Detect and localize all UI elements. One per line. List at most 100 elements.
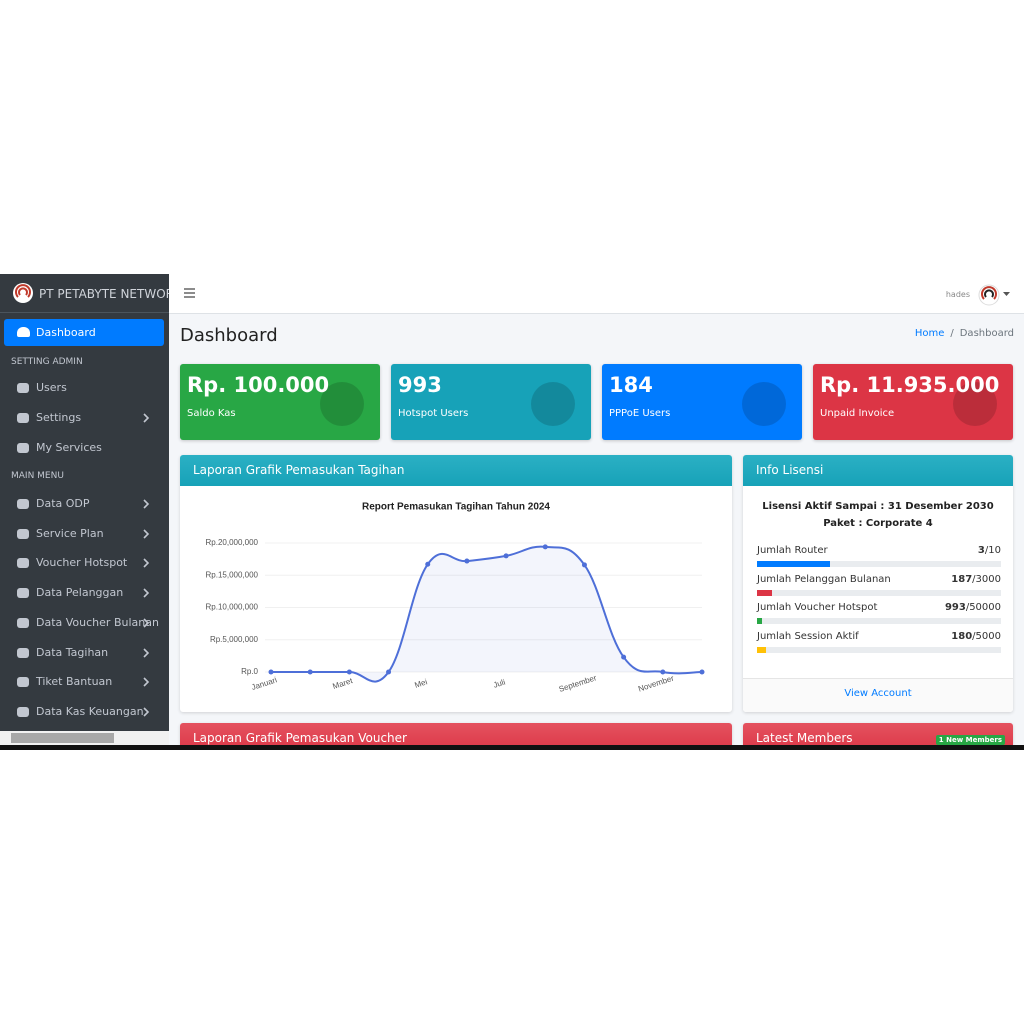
point: [386, 669, 392, 675]
sidebar: PT PETABYTE NETWORK Dashboard SETTING AD…: [0, 274, 182, 745]
chevron-line: [143, 558, 150, 568]
x-tick-label: Juli: [492, 677, 506, 689]
chevron: [143, 707, 150, 717]
usage-row: Jumlah Session Aktif 180/5000: [757, 631, 1001, 655]
breadcrumb-link[interactable]: Home: [914, 328, 945, 339]
usage-value: 993: [944, 602, 966, 614]
point: [699, 669, 705, 675]
panel-header: Info Lisensi: [743, 455, 1013, 486]
usage-max: 3000: [975, 573, 1001, 585]
usage-max: 10: [988, 545, 1001, 556]
point: [503, 553, 509, 559]
point: [425, 561, 431, 567]
stat-card: 184 PPPoE Users: [602, 364, 802, 440]
chart: Report Pemasukan Tagihan Tahun 2024 Rp.0…: [206, 502, 705, 694]
nav-item[interactable]: Tiket Bantuan: [36, 675, 113, 689]
user-avatar[interactable]: [978, 284, 1000, 306]
point: [542, 544, 548, 550]
chart-title: Report Pemasukan Tagihan Tahun 2024: [362, 502, 550, 513]
view-account-link[interactable]: View Account: [844, 688, 912, 699]
nav-item[interactable]: Voucher Hotspot: [36, 556, 128, 570]
license-expiry: Lisensi Aktif Sampai : 31 Desember 2030: [762, 501, 994, 512]
usage-label: Jumlah Voucher Hotspot: [757, 602, 878, 614]
nav-item[interactable]: Data ODP: [36, 497, 90, 510]
chevron: [143, 618, 150, 628]
x-tick-label: Maret: [331, 676, 354, 691]
card-icon: [742, 382, 786, 426]
point: [621, 654, 627, 660]
x-tick-label: September: [558, 673, 598, 694]
nav-active[interactable]: Dashboard: [4, 319, 164, 346]
scrollbar-edge: [0, 745, 1024, 750]
usage-row: Jumlah Pelanggan Bulanan 187/3000: [757, 574, 1001, 598]
icon-shape: [742, 382, 786, 426]
stat-value: Rp. 11.935.000: [820, 373, 1000, 397]
stat-label: PPPoE Users: [609, 408, 671, 419]
usage-value: 180: [951, 631, 973, 643]
nav-item[interactable]: Settings: [36, 411, 82, 424]
usage-track: [757, 561, 1001, 567]
point: [268, 669, 274, 675]
license-panel: Info Lisensi Lisensi Aktif Sampai : 31 D…: [743, 455, 1013, 712]
usage-bar: [757, 561, 831, 567]
card-icon: [953, 382, 997, 426]
chevron: [143, 647, 150, 658]
x-tick-label: November: [637, 674, 675, 694]
stat-value: 184: [609, 373, 653, 397]
stat-card: Rp. 11.935.000 Unpaid Invoice: [813, 364, 1013, 440]
x-tick-label: Mei: [413, 677, 428, 690]
menu-toggle[interactable]: [184, 288, 196, 298]
icon-shape: [531, 382, 575, 426]
usage-value: 187: [951, 573, 973, 585]
card-icon: [320, 382, 364, 426]
usage-count: 180/5000: [951, 631, 1001, 643]
badge: 1 New Members: [935, 735, 1005, 745]
chevron-line: [143, 647, 150, 658]
nav-label[interactable]: Dashboard: [36, 326, 96, 339]
area: [271, 546, 702, 682]
stat-card: 993 Hotspot Users: [391, 364, 591, 440]
chevron-line: [143, 499, 150, 509]
usage-track: [757, 647, 1001, 654]
breadcrumb: Home / Dashboard: [914, 328, 1014, 339]
y-tick-label: Rp.5,000,000: [210, 635, 259, 644]
chevron: [143, 413, 150, 423]
stat-label: Unpaid Invoice: [820, 408, 895, 419]
stat-value: Rp. 100.000: [187, 373, 330, 397]
point: [307, 669, 313, 675]
usage-count: 3/10: [977, 545, 1001, 556]
nav-item[interactable]: Users: [36, 381, 67, 394]
section-title: SETTING ADMIN: [11, 357, 83, 367]
nav-item[interactable]: Data Tagihan: [36, 645, 109, 659]
chevron-line: [143, 529, 150, 539]
stat-label: Hotspot Users: [398, 408, 469, 419]
user-name[interactable]: hades: [945, 290, 970, 299]
point: [346, 669, 352, 675]
section-title: MAIN MENU: [11, 471, 64, 481]
panel-header: Laporan Grafik Pemasukan Tagihan: [180, 455, 732, 486]
chevron: [143, 677, 150, 687]
usage-track: [757, 589, 1001, 596]
nav-item[interactable]: Data Pelanggan: [36, 586, 124, 600]
usage-bar: [757, 589, 773, 596]
nav-item[interactable]: My Services: [36, 441, 102, 454]
chevron: [143, 529, 150, 539]
point: [464, 558, 470, 564]
icon-shape: [320, 382, 364, 426]
usage-max: 5000: [975, 631, 1001, 643]
chevron: [143, 499, 150, 509]
page-title: Dashboard: [180, 325, 278, 346]
usage-bar: [757, 647, 766, 654]
nav-item[interactable]: Data Voucher Bulanan: [36, 615, 159, 629]
chevron: [143, 588, 150, 598]
chevron-line: [143, 618, 150, 628]
chevron-line: [143, 588, 150, 598]
revenue-panel: Laporan Grafik Pemasukan Tagihan Report …: [180, 455, 732, 712]
point: [660, 669, 666, 675]
nav-item[interactable]: Data Kas Keuangan: [36, 704, 144, 718]
usage-bar: [757, 618, 762, 625]
brand-logo: [13, 283, 33, 303]
usage-label: Jumlah Pelanggan Bulanan: [757, 573, 891, 585]
nav-item[interactable]: Service Plan: [36, 526, 104, 540]
stat-label: Saldo Kas: [187, 408, 236, 419]
